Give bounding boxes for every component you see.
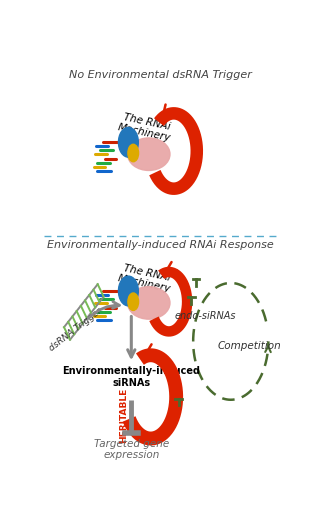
- Text: Environmentally-induced RNAi Response: Environmentally-induced RNAi Response: [47, 240, 274, 250]
- Text: Targeted gene
expression: Targeted gene expression: [94, 439, 169, 460]
- Ellipse shape: [127, 138, 170, 170]
- Text: Competition: Competition: [217, 341, 281, 351]
- Text: The RNAi
Machinery: The RNAi Machinery: [117, 262, 175, 295]
- Text: Environmentally-induced
siRNAs: Environmentally-induced siRNAs: [62, 366, 200, 388]
- Ellipse shape: [118, 127, 138, 157]
- Ellipse shape: [127, 287, 170, 319]
- Text: dsRNA Trigger: dsRNA Trigger: [48, 306, 104, 353]
- Text: The RNAi
Machinery: The RNAi Machinery: [117, 111, 175, 144]
- Ellipse shape: [128, 144, 139, 162]
- Ellipse shape: [118, 276, 138, 306]
- Text: No Environmental dsRNA Trigger: No Environmental dsRNA Trigger: [69, 70, 252, 80]
- Ellipse shape: [128, 293, 139, 311]
- Text: endo-siRNAs: endo-siRNAs: [175, 312, 236, 321]
- Text: HERITABLE: HERITABLE: [119, 388, 128, 443]
